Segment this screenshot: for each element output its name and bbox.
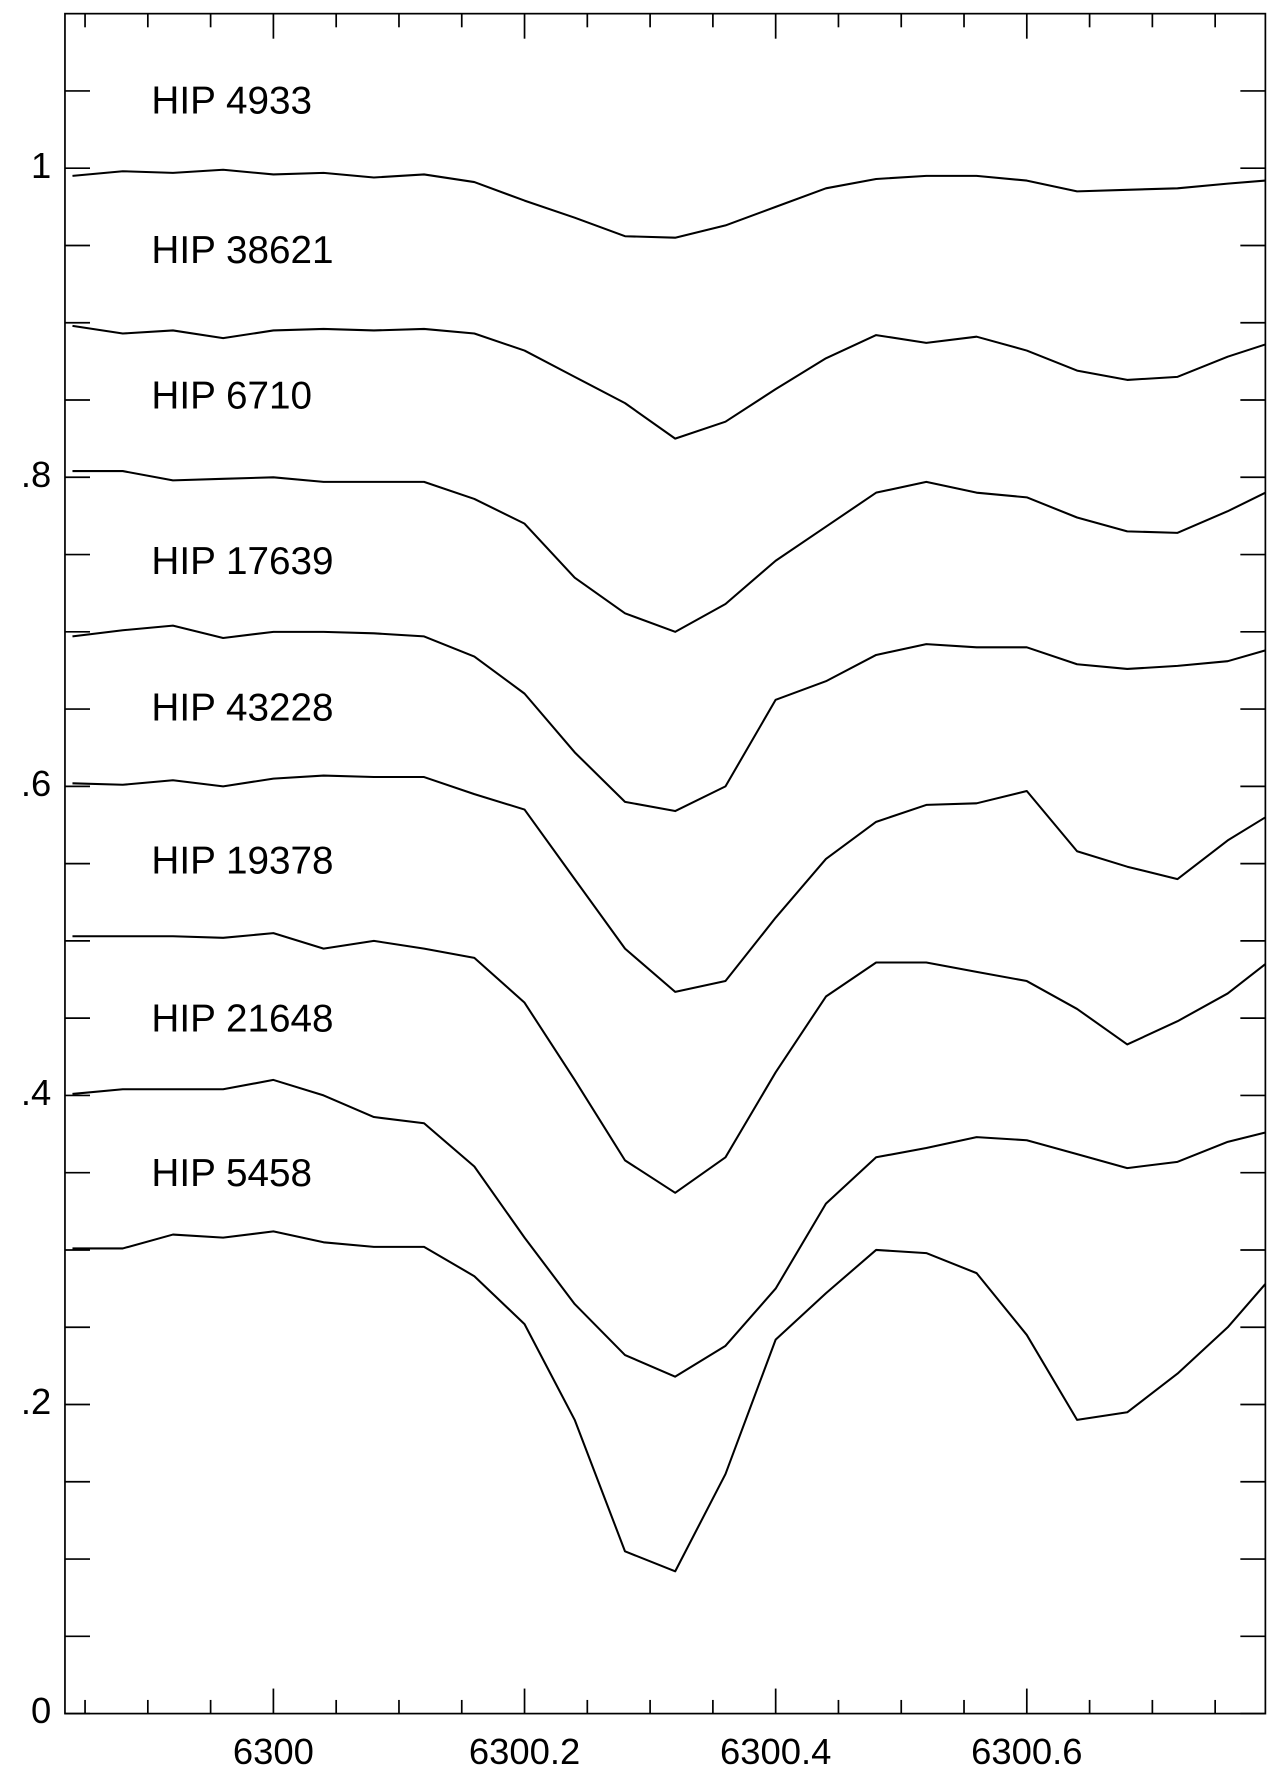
- x-tick-label: 6300.4: [720, 1731, 831, 1772]
- spectrum-line: [72, 1230, 1267, 1573]
- spectrum-line: [72, 168, 1266, 239]
- y-tick-label: 1: [31, 145, 51, 186]
- spectrum-line: [72, 624, 1266, 813]
- x-tick-label: 6300.6: [971, 1731, 1082, 1772]
- series-label: HIP 19378: [151, 840, 333, 883]
- y-tick-label: .2: [21, 1381, 51, 1422]
- spectrum-line: [72, 774, 1266, 993]
- spectrum-line: [72, 1078, 1266, 1378]
- spectrum-line: [72, 324, 1266, 440]
- y-tick-label: .6: [21, 763, 51, 804]
- series-label: HIP 4933: [151, 79, 312, 122]
- series-label: HIP 38621: [151, 229, 333, 272]
- y-tick-label: 0: [31, 1690, 51, 1731]
- spectrum-line: [72, 470, 1266, 633]
- x-tick-label: 6300.2: [469, 1731, 580, 1772]
- series-label: HIP 21648: [151, 997, 333, 1040]
- y-tick-label: .4: [21, 1072, 51, 1113]
- x-tick-label: 6300: [233, 1731, 314, 1772]
- series-label: HIP 6710: [151, 374, 312, 417]
- series-label: HIP 17639: [151, 540, 333, 583]
- series-label: HIP 5458: [151, 1152, 312, 1195]
- y-tick-label: .8: [21, 454, 51, 495]
- spectrum-line: [72, 932, 1267, 1194]
- series-label: HIP 43228: [151, 687, 333, 730]
